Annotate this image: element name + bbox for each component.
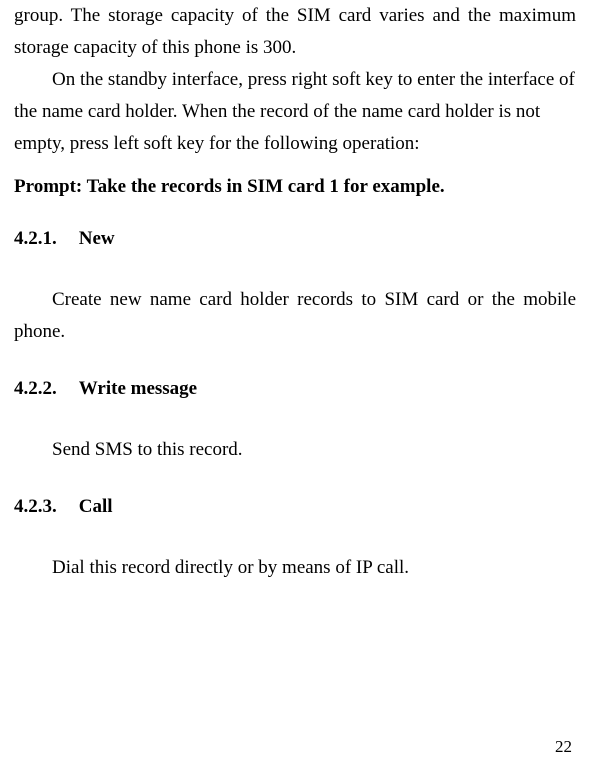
section-number: 4.2.1. — [14, 228, 57, 250]
section-title: Write message — [79, 378, 197, 399]
page-number: 22 — [555, 737, 572, 757]
section-heading-write-message: 4.2.2. Write message — [14, 378, 576, 400]
section-body-new: Create new name card holder records to S… — [14, 284, 576, 348]
section-body-write-message: Send SMS to this record. — [14, 434, 576, 466]
intro-paragraph-2: On the standby interface, press right so… — [14, 64, 576, 160]
section-heading-new: 4.2.1. New — [14, 228, 576, 250]
intro-paragraph-1: group. The storage capacity of the SIM c… — [14, 0, 576, 64]
section-body-call: Dial this record directly or by means of… — [14, 552, 576, 584]
section-number: 4.2.2. — [14, 378, 57, 400]
prompt-heading: Prompt: Take the records in SIM card 1 f… — [14, 176, 576, 198]
section-number: 4.2.3. — [14, 496, 57, 518]
section-heading-call: 4.2.3. Call — [14, 496, 576, 518]
page-container: group. The storage capacity of the SIM c… — [0, 0, 590, 769]
section-title: Call — [79, 496, 113, 517]
section-title: New — [79, 228, 115, 249]
